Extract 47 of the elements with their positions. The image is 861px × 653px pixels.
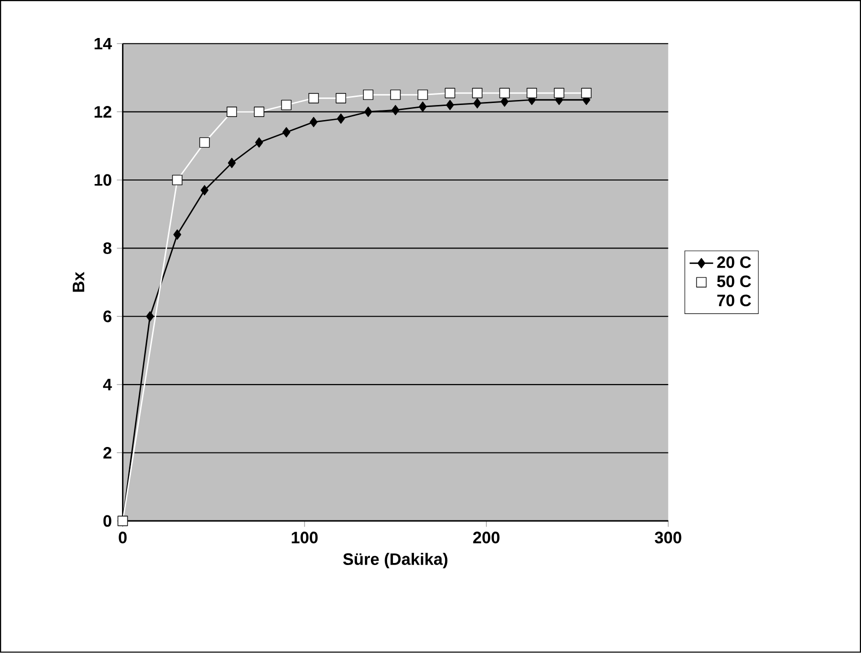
- point: [228, 158, 236, 168]
- point: [226, 106, 237, 118]
- point: [526, 88, 537, 98]
- y-tick-label: 12: [94, 106, 112, 118]
- y-tick-label: 10: [94, 174, 112, 186]
- point: [336, 93, 346, 104]
- y-tick-label: 6: [103, 310, 112, 322]
- x-axis-title: Süre (Dakika): [343, 553, 448, 568]
- point: [308, 93, 319, 104]
- point: [336, 114, 345, 124]
- point: [281, 100, 292, 110]
- point: [418, 90, 428, 100]
- point: [554, 88, 564, 98]
- point: [390, 90, 401, 100]
- point: [282, 127, 290, 138]
- point: [172, 174, 182, 186]
- y-tick-label: 4: [103, 379, 112, 390]
- y-tick-label: 0: [103, 515, 112, 527]
- y-tick-label: 8: [103, 242, 112, 254]
- point: [254, 106, 264, 118]
- point: [446, 100, 454, 110]
- y-axis-title: Bx: [72, 272, 84, 292]
- point: [199, 137, 210, 148]
- x-tick-label: 300: [654, 532, 682, 544]
- x-tick-label: 100: [292, 532, 318, 544]
- point: [200, 185, 209, 196]
- point: [473, 98, 482, 109]
- legend-label: 50 C: [717, 276, 752, 288]
- point: [392, 105, 400, 116]
- y-tick-label: 2: [103, 447, 112, 459]
- point: [146, 311, 154, 322]
- point: [472, 88, 482, 98]
- point: [310, 117, 318, 128]
- point: [363, 90, 374, 100]
- text: 70 C: [717, 294, 752, 306]
- y-tick-label: 14: [94, 38, 112, 50]
- x-tick-label: 200: [473, 532, 500, 544]
- point: [499, 88, 510, 98]
- point: [500, 96, 509, 107]
- point: [418, 102, 427, 112]
- legend-label: 20 C: [717, 256, 752, 268]
- point: [581, 88, 592, 98]
- point: [444, 88, 456, 98]
- point: [173, 230, 182, 240]
- point: [255, 137, 264, 148]
- x-tick-label: 0: [118, 532, 127, 544]
- point: [364, 106, 372, 118]
